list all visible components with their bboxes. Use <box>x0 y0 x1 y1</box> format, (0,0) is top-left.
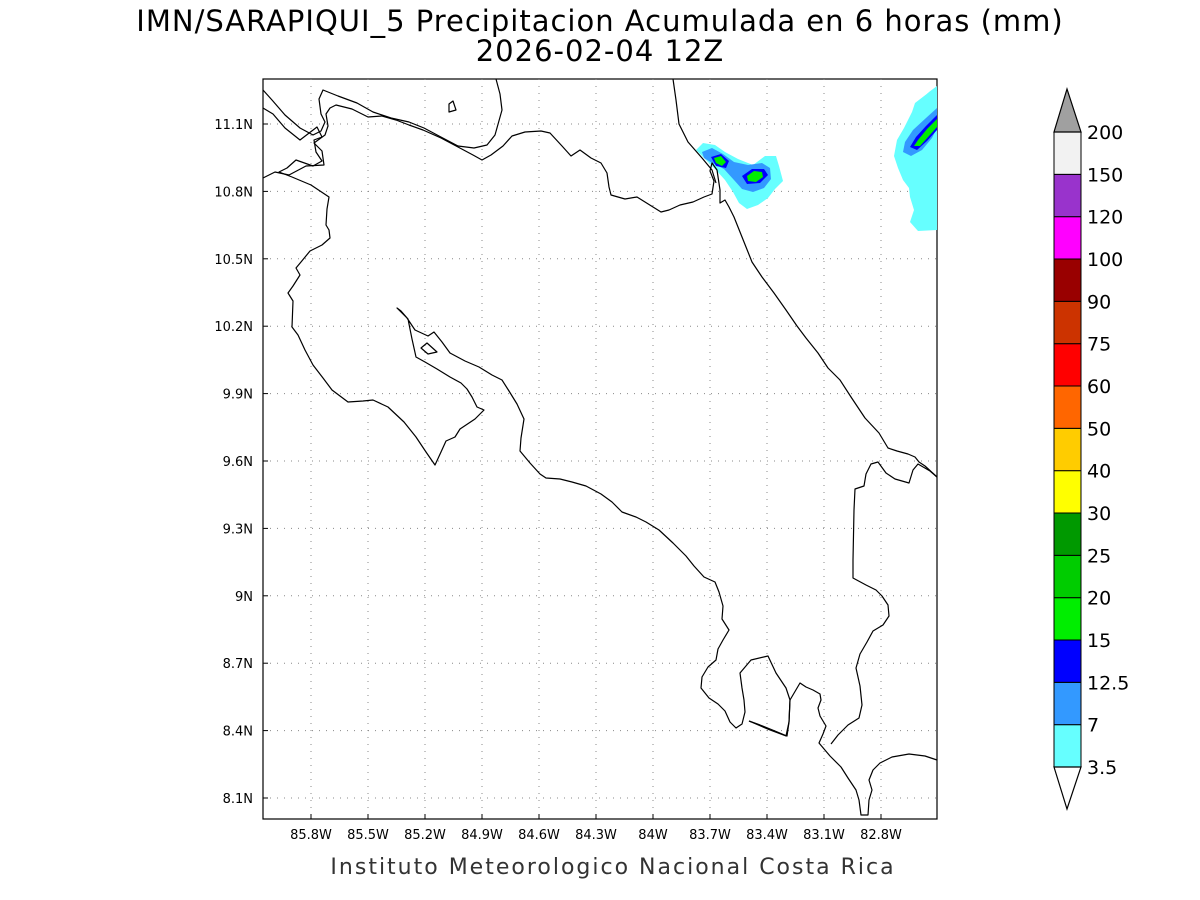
lon-tick-label: 83.1W <box>803 828 845 843</box>
colorbar-label: 30 <box>1087 503 1111 525</box>
colorbar-label: 40 <box>1087 461 1111 483</box>
precip-area-3.5 <box>917 86 937 106</box>
map-valid-time: 2026-02-04 12Z <box>475 34 725 68</box>
footer-credit: Instituto Meteorologico Nacional Costa R… <box>330 855 896 880</box>
colorbar-label: 7 <box>1087 715 1099 737</box>
lon-tick-label: 84.6W <box>518 828 560 843</box>
map-title: IMN/SARAPIQUI_5 Precipitacion Acumulada … <box>136 4 1064 38</box>
precip-area-12.5 <box>910 115 937 150</box>
colorbar-swatch <box>1053 724 1082 768</box>
colorbar-swatch <box>1053 300 1082 345</box>
colorbar-swatch <box>1053 216 1082 260</box>
gulf-of-nicoya-island <box>420 342 438 355</box>
panama-border <box>830 461 938 745</box>
colorbar-label: 60 <box>1087 376 1111 398</box>
colorbar-under-triangle <box>1053 766 1082 811</box>
precip-area-15 <box>714 156 726 166</box>
lat-tick-label: 9.6N <box>223 455 253 470</box>
colorbar-label: 12.5 <box>1087 672 1129 694</box>
lon-tick-label: 82.8W <box>860 828 902 843</box>
lat-tick-label: 8.4N <box>223 725 253 740</box>
colorbar-label: 50 <box>1087 418 1111 440</box>
coastline-borders <box>262 78 938 816</box>
lat-tick-label: 8.1N <box>223 792 253 807</box>
lat-tick-label: 9.9N <box>223 388 253 403</box>
colorbar-swatch <box>1053 131 1082 175</box>
precip-area-15 <box>747 171 763 182</box>
colorbar-swatch <box>1053 639 1082 683</box>
lon-tick-label: 85.2W <box>404 828 446 843</box>
lon-tick-label: 84.3W <box>575 828 617 843</box>
colorbar-swatch <box>1053 554 1082 599</box>
lon-tick-label: 85.8W <box>290 828 332 843</box>
osa-peninsula-coast <box>748 682 938 816</box>
colorbar-swatch <box>1053 343 1082 387</box>
colorbar-label: 25 <box>1087 545 1111 567</box>
lon-tick-label: 83.4W <box>746 828 788 843</box>
colorbar-swatch <box>1053 681 1082 726</box>
nicaragua-border <box>262 104 938 478</box>
colorbar-label: 90 <box>1087 291 1111 313</box>
lat-tick-label: 9.3N <box>223 522 253 537</box>
colorbar-swatch <box>1053 258 1082 302</box>
colorbar-label: 200 <box>1087 122 1123 144</box>
colorbar-label: 75 <box>1087 334 1111 356</box>
caribbean-coast-north <box>672 78 717 184</box>
grid-lines <box>263 79 937 819</box>
colorbar-label: 100 <box>1087 249 1123 271</box>
lon-tick-label: 83.7W <box>689 828 731 843</box>
lat-tick-label: 11.1N <box>214 118 253 133</box>
precipitation-shading <box>696 86 937 231</box>
precip-area-7 <box>903 108 937 156</box>
lon-tick-label: 84.9W <box>461 828 503 843</box>
nicaragua-north-coast <box>262 78 503 149</box>
lon-tick-label: 85.5W <box>347 828 389 843</box>
lat-tick-label: 10.5N <box>214 253 253 268</box>
lake-nicaragua-island <box>448 100 457 113</box>
latitude-tick-labels: 11.1N 10.8N 10.5N 10.2N 9.9N 9.6N 9.3N 9N 8.7N 8.… <box>214 118 253 807</box>
pacific-coastline-north <box>262 107 791 737</box>
colorbar-over-triangle <box>1053 86 1082 133</box>
colorbar-label: 150 <box>1087 164 1123 186</box>
lat-tick-label: 10.8N <box>214 185 253 200</box>
colorbar-label: 20 <box>1087 588 1111 610</box>
colorbar: 3.5 7 12.5 15 20 25 30 40 50 60 75 90 100 120 150 200 <box>1053 86 1129 811</box>
lat-tick-label: 10.2N <box>214 320 253 335</box>
plot-frame <box>262 78 938 820</box>
colorbar-swatch <box>1053 597 1082 641</box>
precip-area-15 <box>914 119 937 146</box>
colorbar-swatch <box>1053 470 1082 514</box>
colorbar-label: 3.5 <box>1087 757 1117 779</box>
colorbar-swatch <box>1053 427 1082 472</box>
colorbar-swatch <box>1053 512 1082 556</box>
colorbar-swatch <box>1053 173 1082 218</box>
colorbar-label: 15 <box>1087 630 1111 652</box>
lon-tick-label: 84W <box>638 828 668 843</box>
colorbar-swatch <box>1053 385 1082 429</box>
lat-tick-label: 9N <box>235 590 253 605</box>
lat-tick-label: 8.7N <box>223 657 253 672</box>
longitude-tick-labels: 85.8W 85.5W 85.2W 84.9W 84.6W 84.3W 84W 83.7W 83… <box>290 828 902 843</box>
colorbar-label: 120 <box>1087 207 1123 229</box>
